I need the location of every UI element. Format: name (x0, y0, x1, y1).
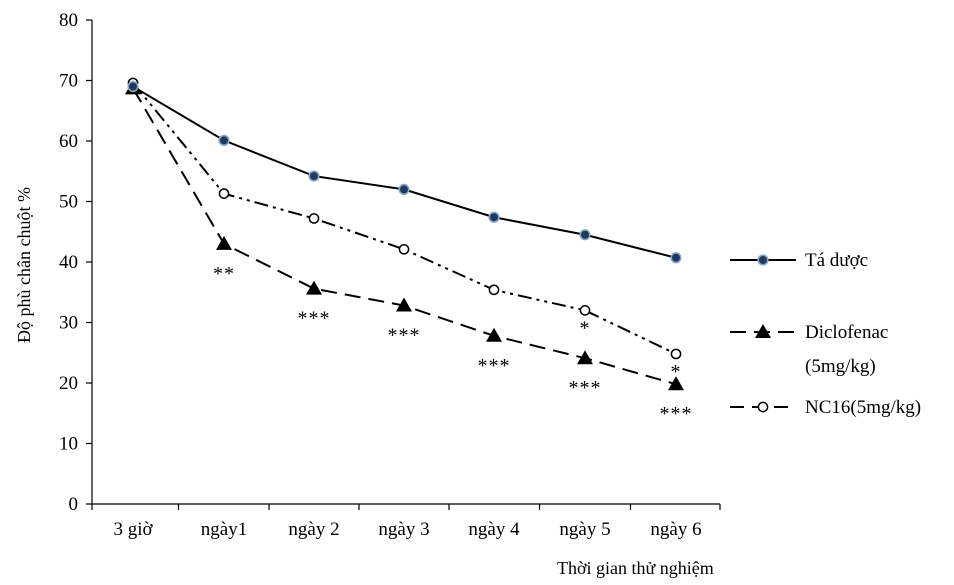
legend-label: Tá dược (805, 250, 868, 271)
y-tick-label: 80 (59, 10, 78, 31)
data-point (216, 235, 232, 250)
legend-label: NC16(5mg/kg) (805, 397, 921, 418)
data-point (579, 229, 591, 241)
significance-label: *** (569, 377, 602, 399)
data-point (308, 170, 320, 182)
legend-label: Diclofenac (805, 322, 888, 343)
data-point (308, 213, 320, 224)
legend: Tá dược Diclofenac (5mg/kg) NC16(5mg/kg) (730, 250, 921, 418)
significance-label: *** (660, 403, 693, 425)
x-tick-label: ngày 4 (468, 519, 520, 540)
data-point (670, 348, 682, 360)
significance-label: ** (213, 263, 235, 285)
series-layer (125, 77, 684, 391)
legend-marker (755, 324, 771, 338)
y-tick-label: 60 (59, 131, 78, 152)
data-point (306, 280, 322, 295)
x-tick-label: ngày 2 (288, 519, 339, 540)
series-line (132, 85, 677, 259)
y-tick-label: 30 (59, 313, 78, 334)
data-point (488, 284, 500, 296)
series-line (132, 82, 677, 355)
x-tick-label: 3 giờ (113, 519, 153, 540)
data-point (218, 188, 230, 199)
data-point (218, 134, 230, 146)
chart-axes (91, 20, 720, 505)
significance-label: *** (478, 355, 511, 377)
y-tick-label: 70 (59, 71, 78, 92)
data-point (488, 211, 500, 223)
significance-label: *** (298, 308, 331, 330)
x-tick-group: 3 giờ ngày1 ngày 2 ngày 3 ngày 4 ngày 5 ngày 6 (91, 504, 721, 540)
data-point (486, 327, 502, 342)
y-tick-label: 10 (59, 434, 78, 455)
data-point (398, 183, 410, 195)
legend-marker (757, 254, 769, 266)
data-point (579, 305, 591, 316)
y-tick-label: 20 (59, 373, 78, 394)
data-point (127, 80, 139, 93)
y-tick-label: 40 (59, 252, 78, 273)
y-tick-label: 50 (59, 192, 78, 213)
legend-marker (757, 401, 769, 413)
significance-label: *** (388, 325, 421, 347)
y-tick-group: 0 10 20 30 40 50 60 70 80 (59, 10, 92, 515)
data-point (398, 243, 410, 255)
significance-label: * (580, 317, 591, 339)
x-axis-title: Thời gian thử nghiệm (557, 558, 714, 578)
legend-label: (5mg/kg) (805, 356, 876, 377)
significance-label: * (671, 361, 682, 383)
y-tick-label: 0 (69, 494, 79, 515)
y-axis-title: Độ phù chân chuột % (14, 187, 34, 343)
data-point (668, 376, 684, 391)
x-tick-label: ngày 3 (378, 519, 429, 540)
x-tick-label: ngày 6 (650, 519, 701, 540)
x-tick-label: ngày1 (201, 519, 247, 540)
significance-layer: ******************* (213, 263, 693, 425)
data-point (577, 350, 593, 365)
x-tick-label: ngày 5 (559, 519, 610, 540)
data-point (670, 252, 682, 264)
data-point (396, 297, 412, 312)
